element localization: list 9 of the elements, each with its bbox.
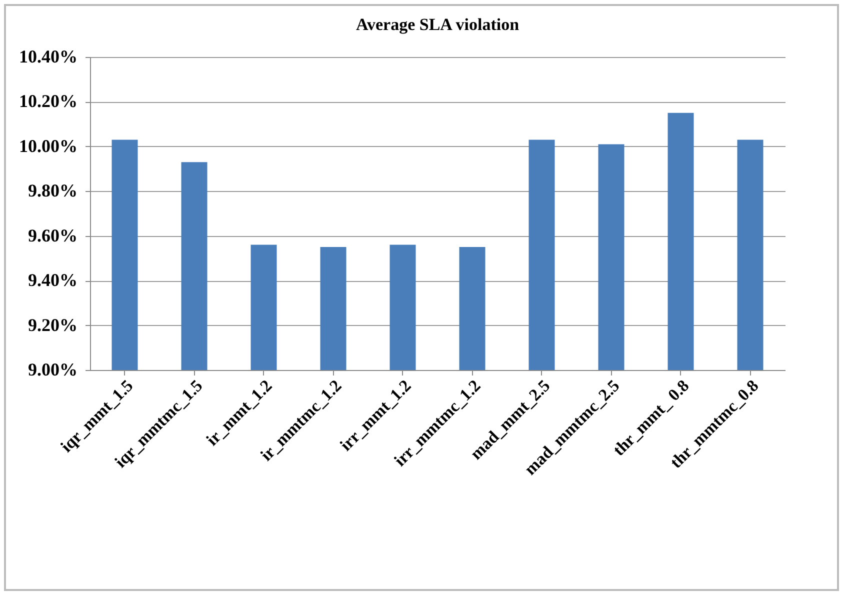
y-tick-label: 10.40%	[19, 46, 78, 66]
y-tick-label: 10.20%	[19, 91, 78, 112]
y-tick-label: 9.40%	[28, 270, 78, 290]
chart-title: Average SLA violation	[356, 15, 520, 34]
y-tick-label: 9.60%	[28, 225, 78, 246]
y-tick-label: 9.00%	[28, 360, 78, 380]
y-tick-label: 9.20%	[28, 314, 78, 335]
y-tick-label: 10.00%	[19, 136, 78, 156]
y-tick-label: 9.80%	[28, 180, 78, 201]
